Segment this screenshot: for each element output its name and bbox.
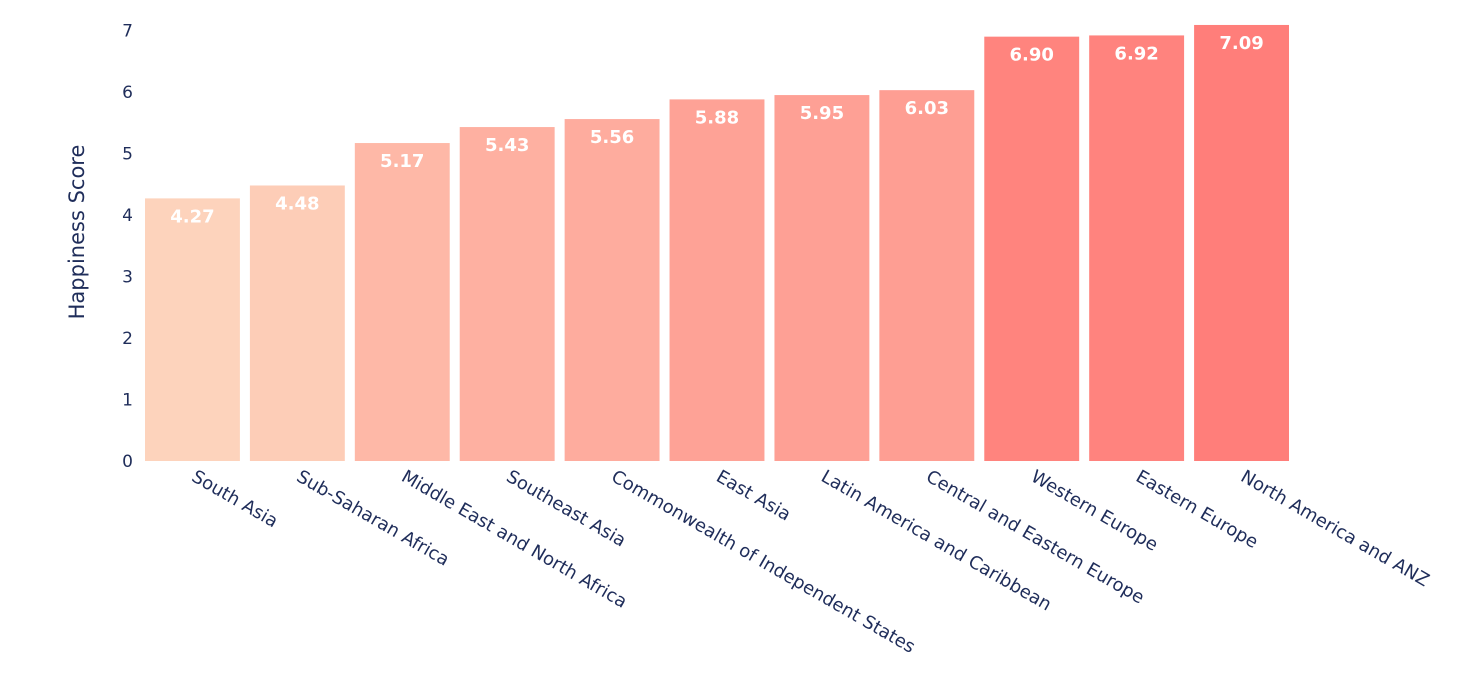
bar-value-label-7: 6.03 — [905, 98, 949, 119]
y-tick-label-2: 2 — [122, 329, 133, 349]
bar-value-label-0: 4.27 — [170, 206, 214, 227]
bar-8 — [984, 36, 1080, 462]
y-tick-label-4: 4 — [122, 206, 133, 226]
y-tick-label-6: 6 — [122, 83, 133, 103]
bar-value-label-5: 5.88 — [695, 107, 739, 128]
y-axis: 0 1 2 3 4 5 6 7 — [122, 22, 133, 473]
bar-2 — [354, 143, 450, 462]
bars: 4.27 4.48 5.17 5.43 5.56 5.88 5.95 6.03 6.90 6.92… — [145, 24, 1289, 462]
y-axis-title: Happiness Score — [65, 145, 89, 320]
y-tick-label-3: 3 — [122, 268, 133, 288]
bar-value-label-1: 4.48 — [275, 193, 319, 214]
y-tick-label-7: 7 — [122, 22, 133, 42]
bar-7 — [879, 90, 975, 461]
bar-value-label-3: 5.43 — [485, 135, 529, 156]
bar-value-label-4: 5.56 — [590, 127, 634, 148]
bar-4 — [564, 119, 660, 461]
bar-5 — [669, 99, 765, 461]
bar-value-label-9: 6.92 — [1114, 43, 1158, 64]
bar-6 — [774, 95, 870, 461]
bar-9 — [1089, 35, 1185, 462]
x-tick-label-5: East Asia — [713, 466, 795, 525]
bar-0 — [145, 198, 240, 461]
bar-1 — [249, 185, 345, 462]
x-tick-label-0: South Asia — [188, 466, 281, 532]
bar-value-label-6: 5.95 — [800, 103, 844, 124]
x-tick-label-10: North America and ANZ — [1237, 466, 1433, 591]
bar-3 — [459, 127, 555, 462]
bar-value-label-10: 7.09 — [1219, 33, 1263, 54]
bar-value-label-2: 5.17 — [380, 151, 424, 172]
y-tick-label-0: 0 — [122, 452, 133, 472]
bar-10 — [1194, 24, 1289, 462]
y-tick-label-1: 1 — [122, 391, 133, 411]
y-tick-label-5: 5 — [122, 145, 133, 165]
bar-value-label-8: 6.90 — [1010, 45, 1054, 66]
